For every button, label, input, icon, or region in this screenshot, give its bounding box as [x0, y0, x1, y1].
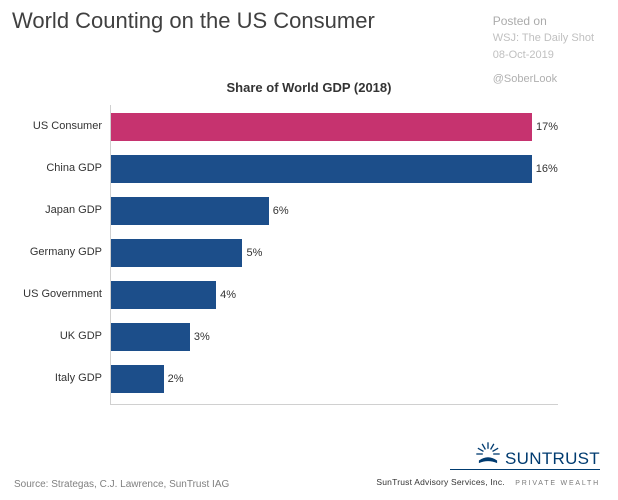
posted-source: WSJ: The Daily Shot	[493, 30, 594, 47]
bar-category-label: China GDP	[20, 162, 102, 174]
bar-value-label: 17%	[536, 121, 558, 133]
chart-area: US Consumer China GDP Japan GDP Germany GDP…	[20, 105, 588, 405]
bar-category-label: Germany GDP	[20, 246, 102, 258]
logo-brand-name: SUNTRUST	[505, 450, 600, 467]
bar-row: 6%	[111, 197, 558, 225]
bar-category-label: US Government	[20, 288, 102, 300]
bar	[111, 281, 216, 309]
bar-value-label: 6%	[273, 205, 289, 217]
bar-value-label: 5%	[246, 247, 262, 259]
twitter-handle: @SoberLook	[493, 71, 594, 88]
bar-row: 2%	[111, 365, 558, 393]
sun-icon	[475, 441, 501, 467]
logo-block: SUNTRUST SunTrust Advisory Services, Inc…	[376, 441, 600, 490]
meta-block: Posted on WSJ: The Daily Shot 08-Oct-201…	[493, 12, 594, 88]
bar-category-label: Italy GDP	[20, 372, 102, 384]
bar-row: 3%	[111, 323, 558, 351]
bar-row: 5%	[111, 239, 558, 267]
bar	[111, 239, 242, 267]
bar-category-label: Japan GDP	[20, 204, 102, 216]
bar-row: 16%	[111, 155, 558, 183]
bar	[111, 155, 532, 183]
posted-date: 08-Oct-2019	[493, 47, 594, 64]
bar-category-label: US Consumer	[20, 120, 102, 132]
bar-value-label: 16%	[536, 163, 558, 175]
logo-divider	[450, 469, 600, 470]
bar-row: 17%	[111, 113, 558, 141]
bar	[111, 197, 269, 225]
bar-row: 4%	[111, 281, 558, 309]
bar	[111, 323, 190, 351]
bar-category-label: UK GDP	[20, 330, 102, 342]
bar-value-label: 4%	[220, 289, 236, 301]
logo-advisory: SunTrust Advisory Services, Inc.	[376, 477, 504, 487]
logo-tagline: PRIVATE WEALTH	[515, 480, 600, 487]
bar-value-label: 2%	[168, 373, 184, 385]
chart-plot: 17% 16% 6% 5% 4% 3% 2%	[110, 105, 558, 405]
source-line: Source: Strategas, C.J. Lawrence, SunTru…	[14, 479, 229, 490]
bar	[111, 113, 532, 141]
bar	[111, 365, 164, 393]
bar-value-label: 3%	[194, 331, 210, 343]
posted-label: Posted on	[493, 12, 594, 30]
